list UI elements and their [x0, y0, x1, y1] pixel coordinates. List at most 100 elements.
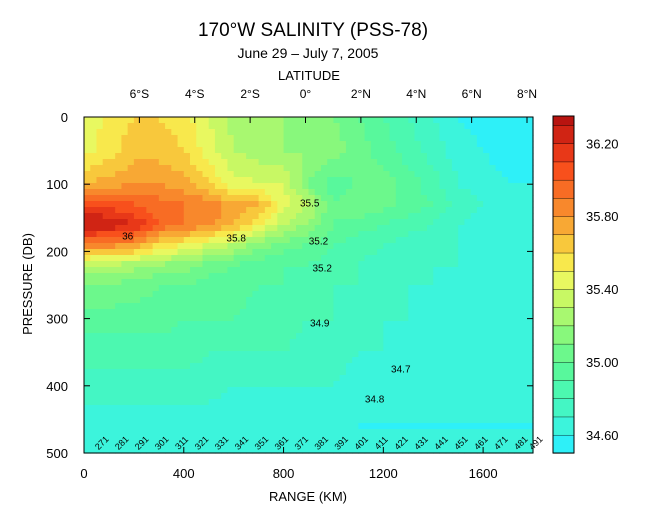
colorbar-swatch [552, 215, 575, 236]
heat-cell [140, 201, 147, 208]
heat-cell [177, 141, 185, 148]
heat-cell [140, 381, 147, 388]
heat-cell [171, 315, 179, 322]
heat-cell [183, 315, 191, 322]
heat-cell [383, 315, 391, 322]
heat-cell [146, 285, 154, 292]
heat-cell [84, 441, 91, 448]
heat-cell [451, 147, 459, 154]
heat-cell [320, 225, 328, 232]
heat-cell [183, 441, 191, 448]
heat-cell [183, 207, 191, 214]
heat-cell [433, 321, 441, 328]
heat-cell [227, 165, 235, 172]
heat-cell [302, 345, 310, 352]
heat-cell [283, 423, 291, 430]
heat-cell [470, 447, 478, 454]
heat-cell [121, 393, 129, 400]
heat-cell [420, 231, 428, 238]
heat-cell [383, 321, 391, 328]
heat-cell [233, 357, 241, 364]
heat-cell [395, 195, 403, 202]
heat-cell [483, 117, 490, 124]
heat-cell [165, 393, 172, 400]
heat-cell [146, 219, 154, 226]
heat-cell [483, 237, 490, 244]
heat-cell [445, 405, 453, 412]
heat-cell [433, 237, 441, 244]
heat-cell [364, 321, 372, 328]
heat-cell [84, 339, 91, 346]
heat-cell [501, 303, 509, 310]
heat-cell [495, 351, 503, 358]
heat-cell [221, 123, 229, 130]
heat-cell [464, 153, 472, 160]
heat-cell [514, 171, 522, 178]
heat-cell [133, 429, 141, 436]
heat-cell [146, 357, 154, 364]
heat-cell [339, 363, 347, 370]
heat-cell [208, 429, 216, 436]
heat-cell [296, 339, 303, 346]
heat-cell [458, 345, 466, 352]
heat-cell [495, 369, 503, 376]
heat-cell [214, 117, 222, 124]
heat-cell [140, 363, 147, 370]
heat-cell [196, 447, 204, 454]
heat-cell [146, 201, 154, 208]
heat-cell [495, 285, 503, 292]
heat-cell [426, 333, 434, 340]
heat-cell [489, 213, 497, 220]
heat-cell [177, 225, 185, 232]
heat-cell [302, 429, 310, 436]
heat-cell [464, 429, 472, 436]
heat-cell [476, 279, 484, 286]
heat-cell [408, 225, 416, 232]
heat-cell [246, 447, 253, 454]
heat-cell [495, 189, 503, 196]
heat-cell [308, 291, 316, 298]
heat-cell [152, 291, 160, 298]
heat-cell [277, 291, 285, 298]
heat-cell [408, 405, 416, 412]
heat-cell [320, 165, 328, 172]
heat-cell [383, 141, 391, 148]
heat-cell [408, 345, 416, 352]
heat-cell [514, 123, 522, 130]
heat-cell [202, 183, 210, 190]
heat-cell [364, 357, 372, 364]
heat-cell [289, 321, 297, 328]
heat-cell [377, 129, 384, 136]
heat-cell [233, 369, 241, 376]
heat-cell [296, 165, 303, 172]
heat-cell [420, 159, 428, 166]
heat-cell [165, 273, 172, 280]
heat-cell [514, 141, 522, 148]
heat-cell [289, 363, 297, 370]
heat-cell [320, 399, 328, 406]
heat-cell [90, 405, 98, 412]
heat-cell [395, 207, 403, 214]
heat-cell [283, 387, 291, 394]
heat-cell [252, 213, 260, 220]
heat-cell [214, 165, 222, 172]
heat-cell [414, 213, 422, 220]
heat-cell [308, 339, 316, 346]
heat-cell [445, 123, 453, 130]
heat-cell [339, 399, 347, 406]
colorbar-swatch [552, 143, 575, 163]
heat-cell [389, 267, 397, 274]
heat-cell [177, 273, 185, 280]
heat-cell [121, 195, 129, 202]
heat-cell [364, 153, 372, 160]
heat-cell [183, 267, 191, 274]
heat-cell [140, 177, 147, 184]
heat-cell [277, 261, 285, 268]
heat-cell [271, 447, 278, 454]
heat-cell [383, 267, 391, 274]
heat-cell [345, 153, 353, 160]
heat-cell [345, 387, 353, 394]
heat-cell [283, 141, 291, 148]
heat-cell [414, 447, 422, 454]
heat-cell [84, 321, 91, 328]
